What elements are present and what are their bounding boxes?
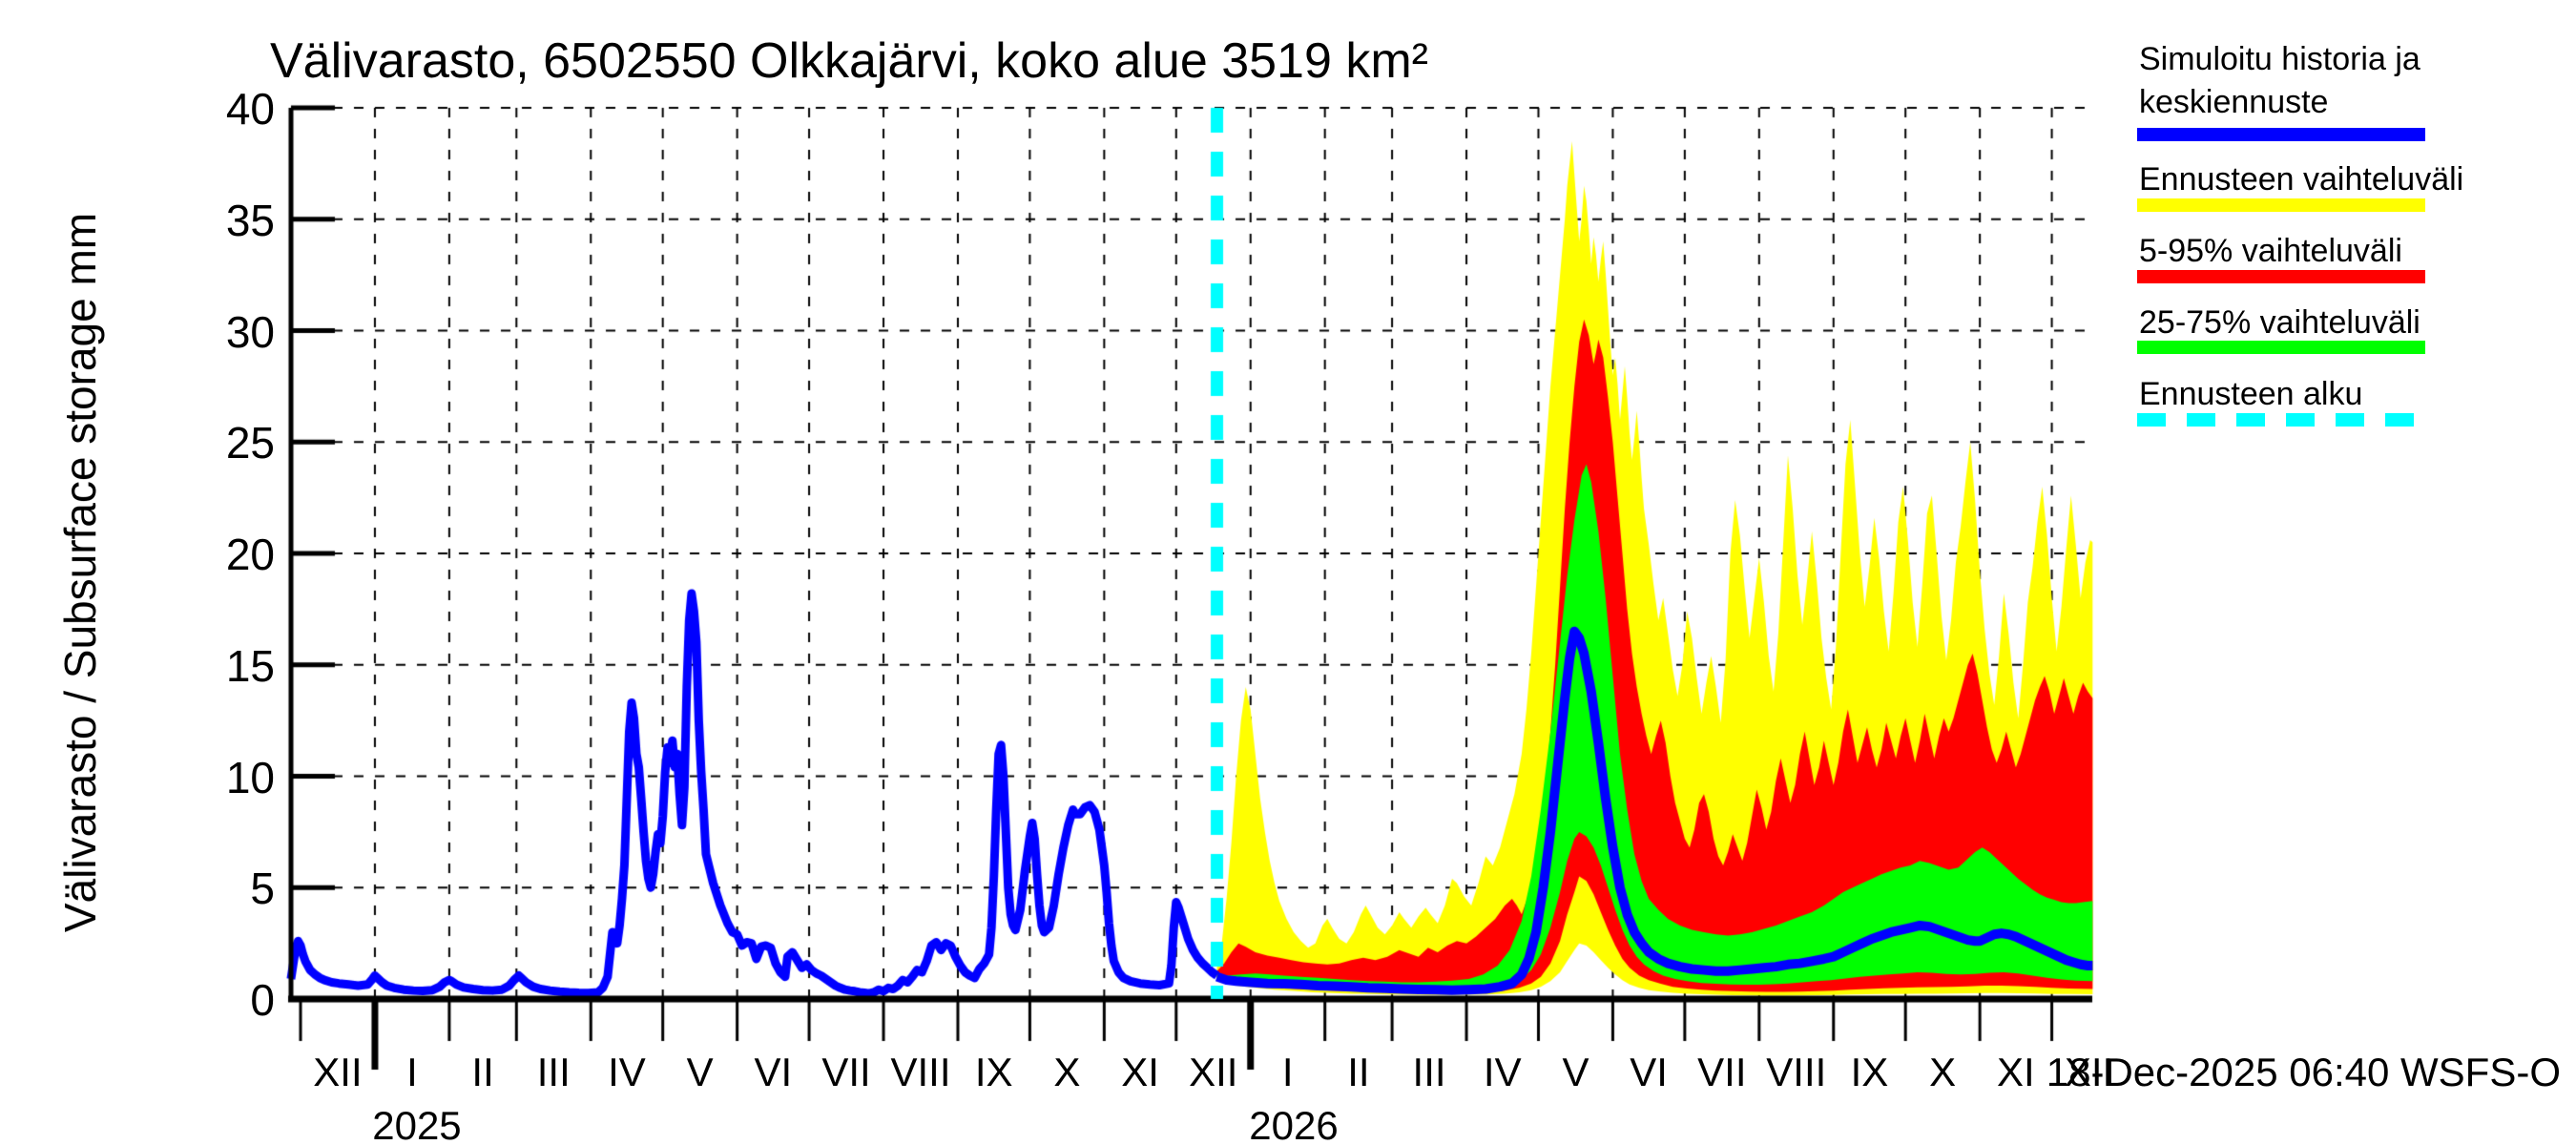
month-tick-label: VII: [1697, 1050, 1747, 1094]
month-tick-label: II: [471, 1050, 494, 1094]
month-tick-label: III: [536, 1050, 571, 1094]
month-tick-label: XII: [1189, 1050, 1238, 1094]
month-tick-label: I: [406, 1050, 418, 1094]
y-tick-label: 25: [225, 418, 275, 468]
month-tick-label: V: [686, 1050, 714, 1094]
month-tick-label: III: [1412, 1050, 1446, 1094]
y-tick-label: 10: [225, 752, 275, 802]
year-label: 2026: [1249, 1103, 1339, 1145]
month-tick-label: IV: [608, 1050, 646, 1094]
month-tick-label: IV: [1483, 1050, 1522, 1094]
month-tick-label: I: [1281, 1050, 1294, 1094]
legend-label-forecast-range: Ennusteen vaihteluväli: [2139, 161, 2464, 198]
legend-swatch-forecast-start: [2137, 413, 2425, 427]
legend-swatch-forecast-range: [2137, 198, 2425, 212]
month-tick-label: V: [1562, 1050, 1589, 1094]
month-tick-label: IX: [1850, 1050, 1889, 1094]
month-tick-label: XI: [1121, 1050, 1159, 1094]
month-tick-label: VIII: [890, 1050, 951, 1094]
legend-label-5-95: 5-95% vaihteluväli: [2139, 233, 2402, 269]
legend-swatch-history: [2137, 128, 2425, 141]
month-tick-label: VI: [1630, 1050, 1668, 1094]
legend-label-25-75: 25-75% vaihteluväli: [2139, 304, 2420, 341]
legend-swatch-25-75: [2137, 341, 2425, 354]
month-tick-label: XII: [2064, 1050, 2114, 1094]
month-tick-label: X: [1053, 1050, 1081, 1094]
legend-label-history: Simuloitu historia ja keskiennuste: [2139, 41, 2420, 120]
legend-swatch-5-95: [2137, 270, 2425, 283]
timestamp: 18-Dec-2025 06:40 WSFS-O: [2046, 1050, 2561, 1094]
legend-label-forecast-start: Ennusteen alku: [2139, 376, 2363, 412]
chart-title: Välivarasto, 6502550 Olkkajärvi, koko al…: [270, 33, 1428, 89]
year-label: 2025: [372, 1103, 462, 1145]
month-tick-label: XI: [1997, 1050, 2035, 1094]
y-tick-label: 0: [250, 975, 275, 1025]
month-tick-label: VII: [821, 1050, 871, 1094]
month-tick-label: X: [1929, 1050, 1957, 1094]
y-axis-label: Välivarasto / Subsurface storage mm: [55, 212, 105, 933]
month-tick-label: VIII: [1766, 1050, 1827, 1094]
month-tick-label: XII: [313, 1050, 363, 1094]
y-tick-label: 15: [225, 640, 275, 691]
y-tick-label: 20: [225, 530, 275, 579]
y-tick-label: 30: [225, 306, 275, 357]
month-tick-label: IX: [974, 1050, 1013, 1094]
month-tick-label: II: [1347, 1050, 1370, 1094]
month-tick-label: VI: [754, 1050, 793, 1094]
y-tick-label: 5: [250, 864, 275, 914]
y-tick-label: 35: [225, 195, 275, 245]
y-tick-label: 40: [225, 84, 275, 134]
